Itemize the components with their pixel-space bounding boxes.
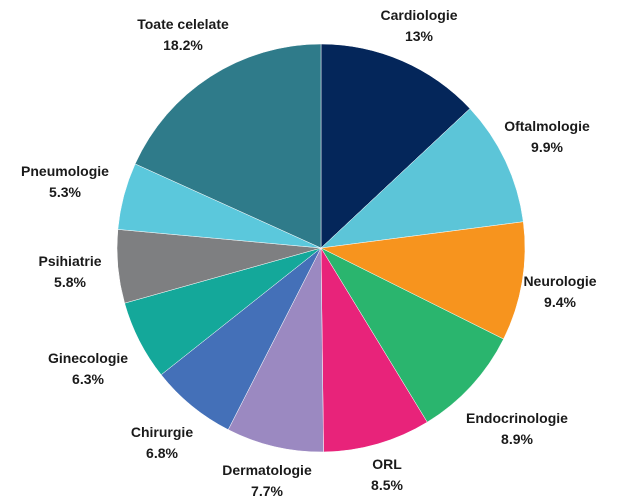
pie-slices (116, 43, 526, 453)
slice-value-orl: 8.5% (371, 477, 403, 493)
slice-value-neurologie: 9.4% (544, 294, 576, 310)
slice-label-orl: ORL (372, 456, 402, 472)
pie-slice-dermatologie (227, 247, 324, 453)
slice-value-chirurgie: 6.8% (146, 445, 178, 461)
slice-label-dermatologie: Dermatologie (222, 462, 312, 478)
slice-label-cardiologie: Cardiologie (380, 7, 457, 23)
pie-slice-cardiologie (320, 43, 471, 249)
slice-value-toate-celelate: 18.2% (163, 37, 203, 53)
slice-value-pneumologie: 5.3% (49, 184, 81, 200)
slice-value-cardiologie: 13% (405, 28, 434, 44)
slice-label-toate-celelate: Toate celelate (137, 16, 229, 32)
pie-slice-orl (320, 247, 428, 453)
slice-label-psihiatrie: Psihiatrie (38, 253, 101, 269)
slice-value-endocrinologie: 8.9% (501, 431, 533, 447)
pie-slice-neurologie (320, 221, 526, 340)
slice-label-neurologie: Neurologie (523, 273, 596, 289)
pie-slice-toate-celelate (134, 43, 322, 249)
slice-value-dermatologie: 7.7% (251, 483, 283, 499)
slice-label-chirurgie: Chirurgie (131, 424, 193, 440)
slice-label-endocrinologie: Endocrinologie (466, 410, 568, 426)
slice-value-oftalmologie: 9.9% (531, 139, 563, 155)
pie-slice-oftalmologie (320, 108, 524, 249)
slice-value-psihiatrie: 5.8% (54, 274, 86, 290)
pie-slice-endocrinologie (320, 247, 504, 423)
slice-label-ginecologie: Ginecologie (48, 350, 128, 366)
pie-labels: Cardiologie 13% Oftalmologie 9.9% Neurologie… (21, 7, 597, 499)
slice-label-pneumologie: Pneumologie (21, 163, 109, 179)
slice-label-oftalmologie: Oftalmologie (504, 118, 590, 134)
slice-value-ginecologie: 6.3% (72, 371, 104, 387)
